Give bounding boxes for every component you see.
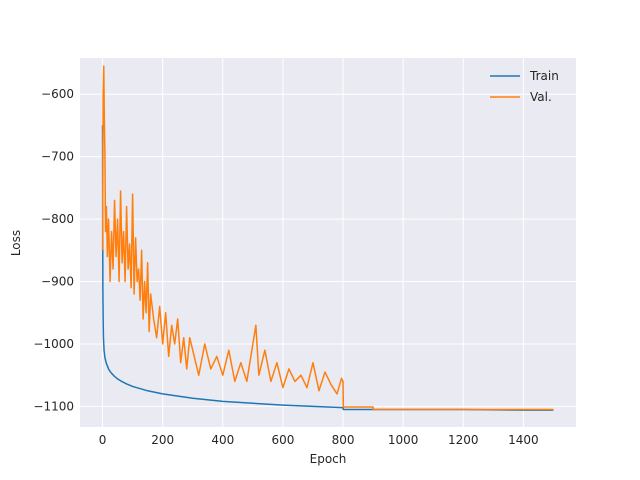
y-tick-label: −600 xyxy=(41,87,74,101)
y-tick-label: −900 xyxy=(41,275,74,289)
y-tick-label: −1100 xyxy=(33,399,74,413)
y-tick-label: −700 xyxy=(41,150,74,164)
plot-area xyxy=(80,58,576,427)
tick-labels: 0 200 400 600 800 1000 1200 1400 −1100 −1000 −900 −… xyxy=(33,87,538,447)
grid-lines xyxy=(80,58,576,427)
x-tick-label: 0 xyxy=(99,433,107,447)
x-tick-label: 800 xyxy=(332,433,355,447)
y-axis-label: Loss xyxy=(9,230,23,256)
x-tick-label: 200 xyxy=(151,433,174,447)
x-tick-label: 1000 xyxy=(388,433,419,447)
x-tick-label: 1400 xyxy=(508,433,539,447)
x-tick-label: 400 xyxy=(211,433,234,447)
series-line-train xyxy=(101,125,554,411)
legend-label: Train xyxy=(529,69,559,83)
legend: Train Val. xyxy=(490,69,559,104)
y-tick-label: −800 xyxy=(41,212,74,226)
legend-label: Val. xyxy=(530,90,552,104)
x-tick-label: 1200 xyxy=(448,433,479,447)
x-axis-label: Epoch xyxy=(310,452,347,466)
x-tick-label: 600 xyxy=(271,433,294,447)
series-lines xyxy=(101,65,554,411)
y-tick-label: −1000 xyxy=(33,337,74,351)
series-line-val xyxy=(101,65,554,411)
